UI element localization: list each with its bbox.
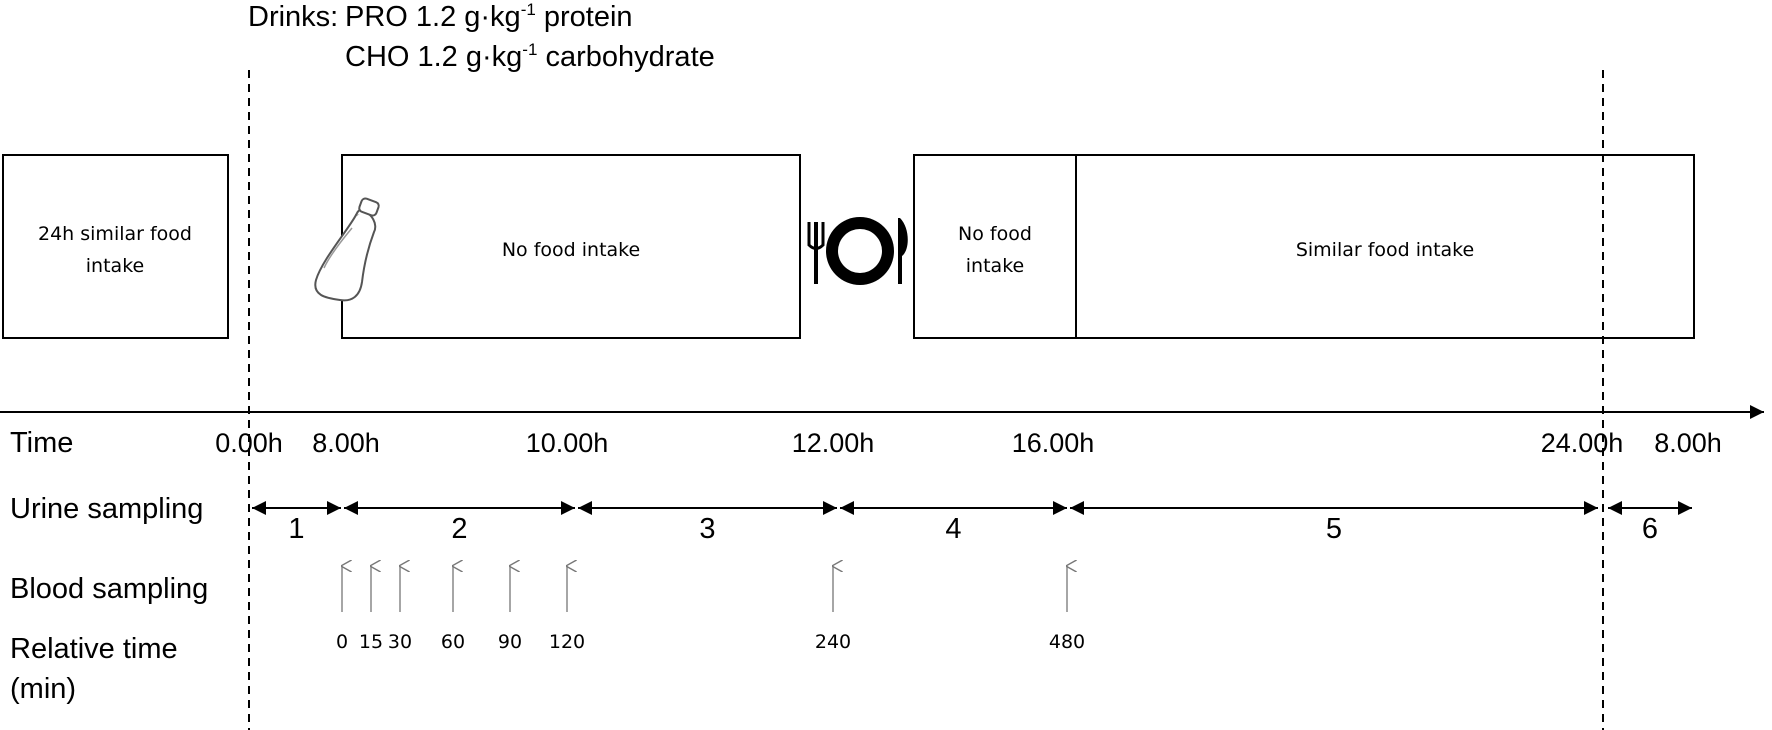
row-label-blood: Blood sampling bbox=[10, 573, 208, 605]
relative-time-label: 120 bbox=[549, 631, 585, 653]
relative-time-label: 15 bbox=[359, 631, 383, 653]
drink-cho: CHO 1.2 g·kg-1 carbohydrate bbox=[345, 40, 715, 73]
time-labels: 0.00h 8.00h 10.00h 12.00h 16.00h 24.00h 8.00h bbox=[215, 428, 1722, 458]
row-label-relative-line2: (min) bbox=[10, 673, 76, 705]
urine-sampling-row: 1 2 3 4 5 6 bbox=[252, 501, 1692, 545]
plate-cutlery-icon bbox=[807, 217, 908, 285]
drinks-label: Drinks: bbox=[248, 1, 338, 33]
box-no-food-intake-2 bbox=[913, 154, 1077, 339]
drink-bottle-icon bbox=[314, 197, 380, 302]
relative-time-label: 90 bbox=[498, 631, 522, 653]
box-similar-food-24h bbox=[2, 154, 229, 339]
urine-period-label: 4 bbox=[945, 513, 961, 545]
time-label: 0.00h bbox=[215, 428, 283, 458]
time-label: 16.00h bbox=[1012, 428, 1095, 458]
box3-label-line1: No food bbox=[958, 223, 1032, 245]
box1-label-line2: intake bbox=[86, 255, 144, 277]
box2-label: No food intake bbox=[502, 239, 640, 261]
urine-period-label: 6 bbox=[1642, 513, 1658, 545]
relative-time-label: 30 bbox=[388, 631, 412, 653]
row-label-time: Time bbox=[10, 427, 73, 459]
relative-time-label: 60 bbox=[441, 631, 465, 653]
time-label: 8.00h bbox=[1654, 428, 1722, 458]
time-label: 12.00h bbox=[792, 428, 875, 458]
urine-period-label: 5 bbox=[1326, 513, 1342, 545]
box1-label-line1: 24h similar food bbox=[38, 223, 192, 245]
box-similar-food-intake bbox=[1075, 154, 1695, 339]
box3-label-line2: intake bbox=[966, 255, 1024, 277]
relative-time-label: 0 bbox=[336, 631, 348, 653]
urine-period-label: 1 bbox=[288, 513, 304, 545]
urine-period-label: 2 bbox=[451, 513, 467, 545]
relative-time-label: 240 bbox=[815, 631, 851, 653]
drink-pro: PRO 1.2 g·kg-1 protein bbox=[345, 0, 633, 33]
time-label: 24.00h bbox=[1541, 428, 1624, 458]
urine-period-label: 3 bbox=[699, 513, 715, 545]
time-label: 8.00h bbox=[312, 428, 380, 458]
box4-label: Similar food intake bbox=[1296, 239, 1474, 261]
time-label: 10.00h bbox=[526, 428, 609, 458]
row-label-relative-line1: Relative time bbox=[10, 633, 178, 665]
blood-sampling-row: 0 15 30 60 90 120 240 480 bbox=[336, 566, 1085, 653]
relative-time-label: 480 bbox=[1049, 631, 1085, 653]
row-label-urine: Urine sampling bbox=[10, 493, 203, 525]
